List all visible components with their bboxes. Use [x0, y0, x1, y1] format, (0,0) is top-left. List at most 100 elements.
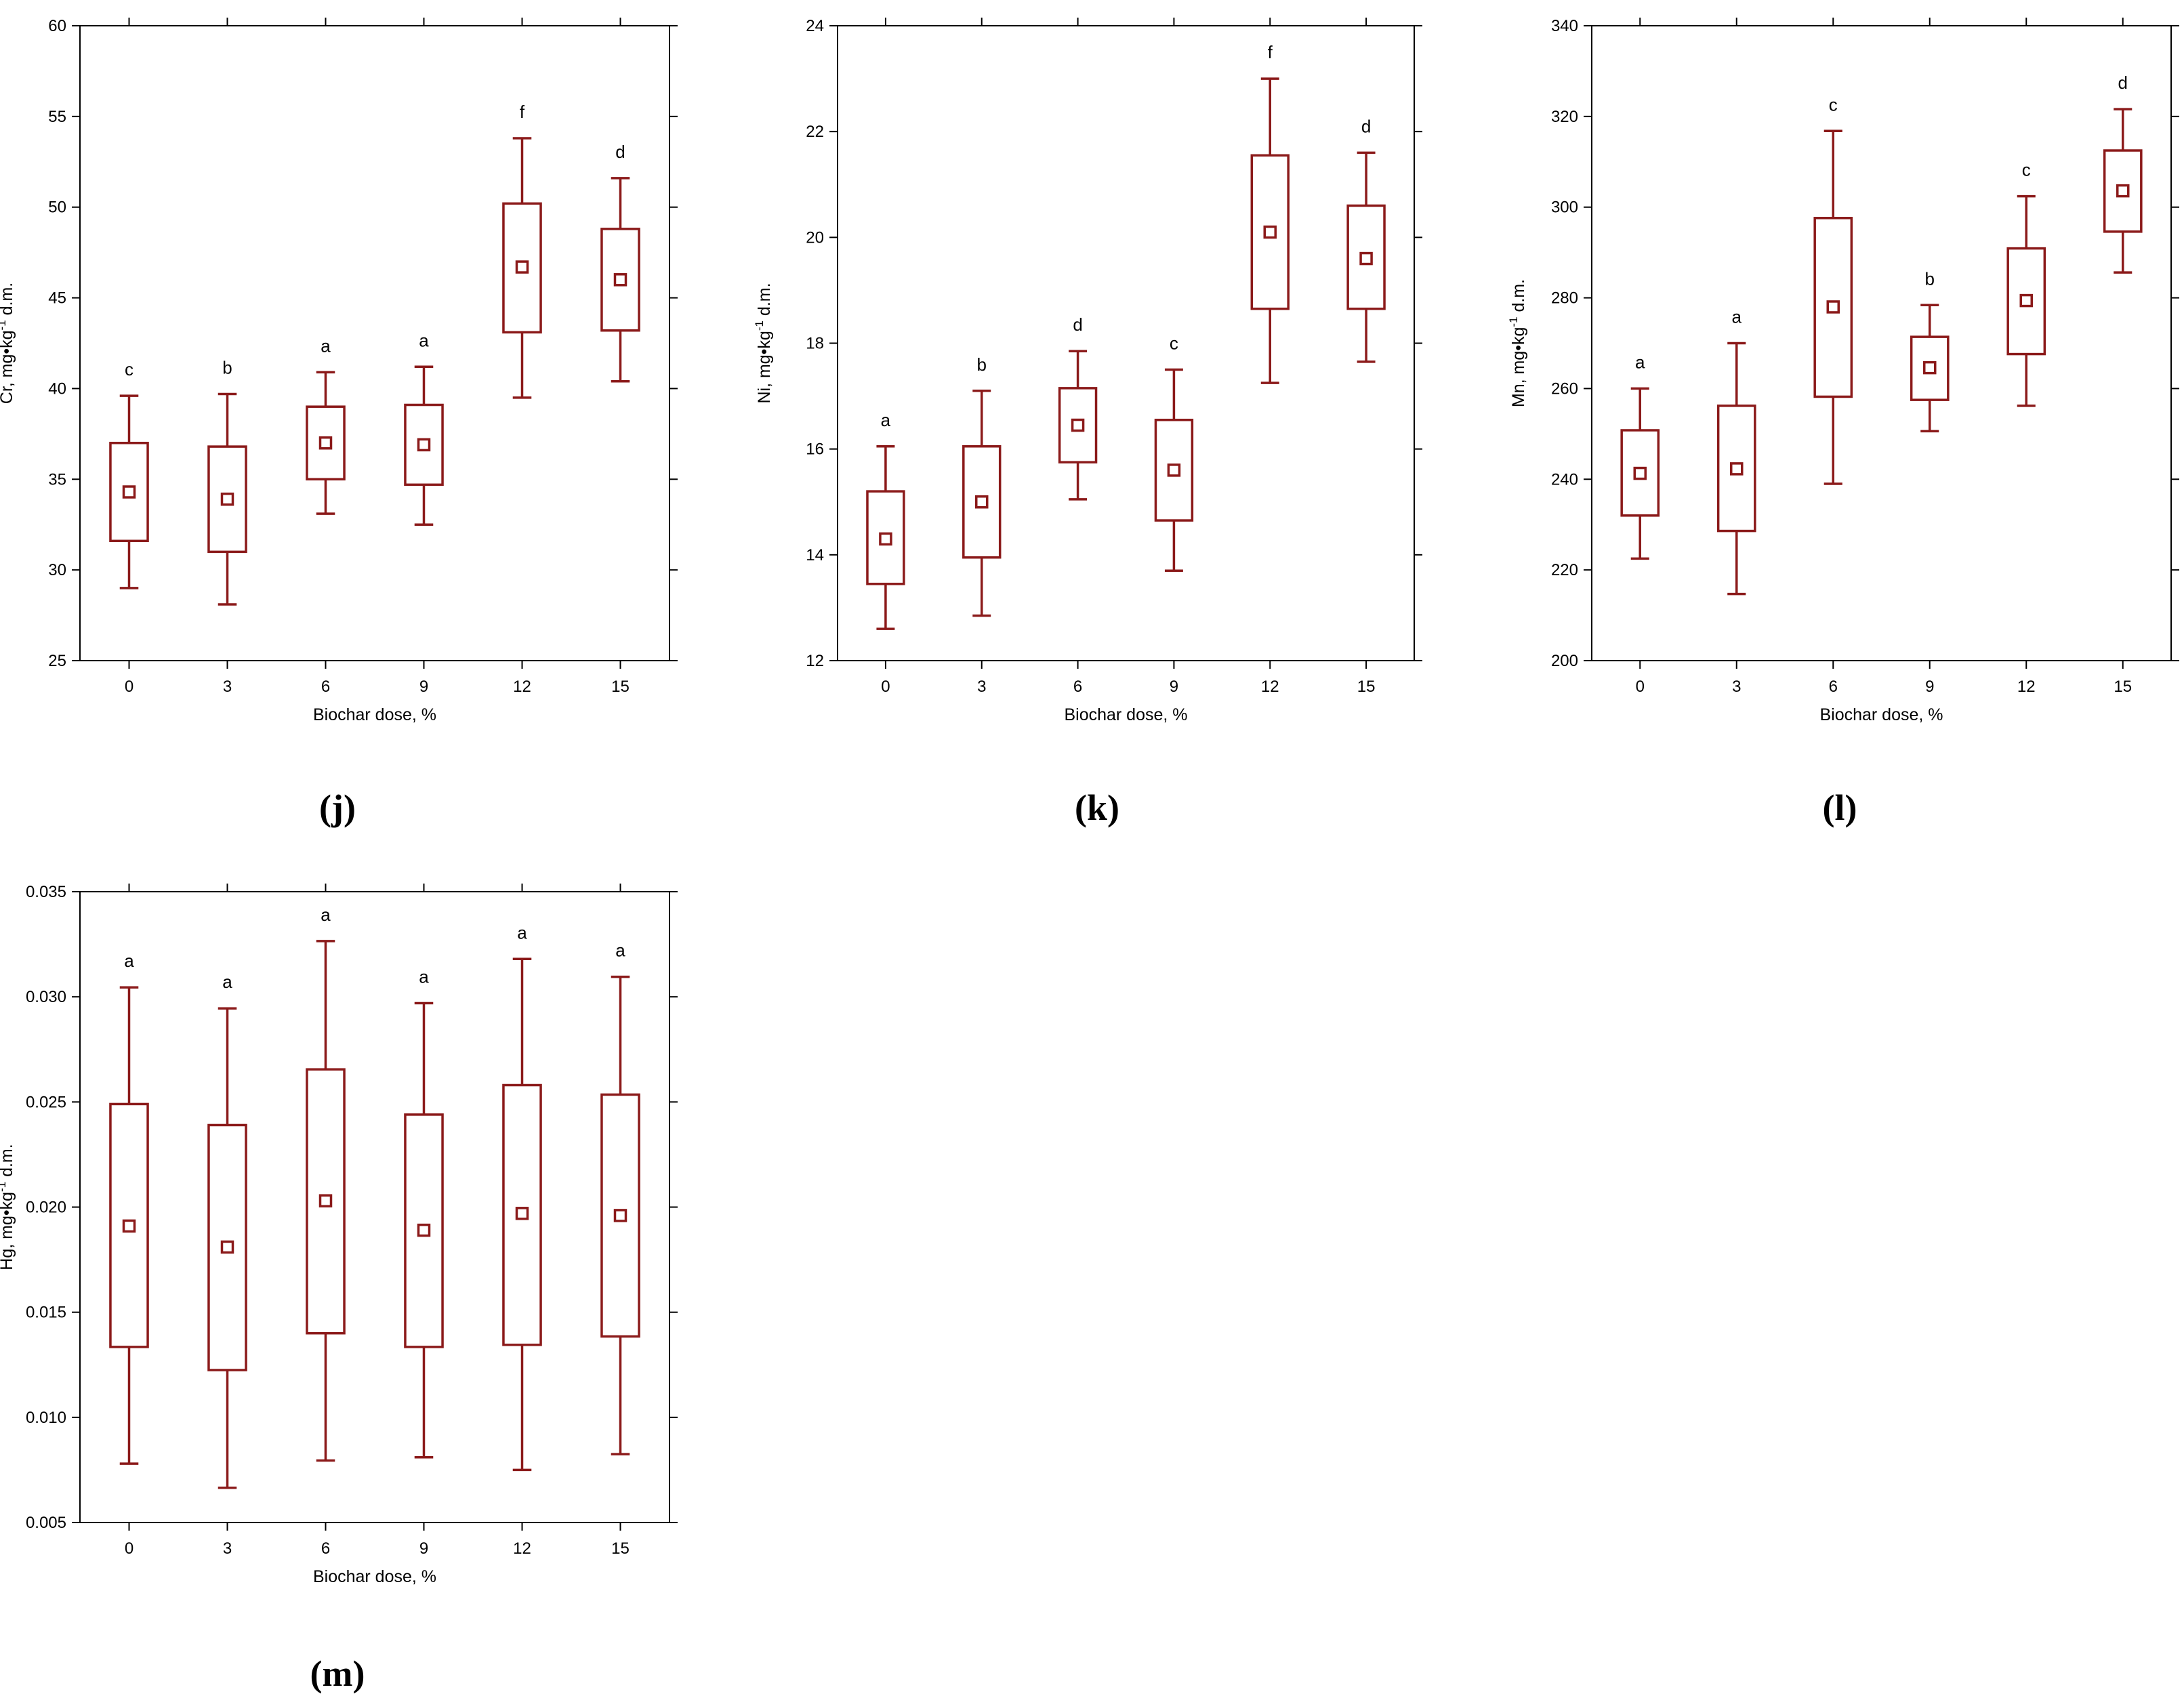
- y-tick-label: 0.035: [26, 883, 66, 901]
- significance-letter: c: [1170, 333, 1178, 354]
- mean-marker: [220, 492, 234, 506]
- box-12: f: [1250, 42, 1290, 384]
- mean-marker: [1263, 225, 1277, 239]
- x-tick-label: 3: [223, 678, 232, 696]
- box-rect: [404, 403, 444, 486]
- mean-marker: [1167, 463, 1181, 477]
- mean-marker: [1923, 360, 1937, 375]
- mean-marker: [1730, 462, 1744, 476]
- box-rect: [600, 1093, 640, 1338]
- panel-label: (l): [1823, 787, 1857, 828]
- box-0: a: [1620, 352, 1660, 560]
- box-rect: [207, 1123, 247, 1371]
- y-tick-label: 280: [1551, 289, 1578, 308]
- chart-panel-k: 12 14 16 18 20 22 24 0 3 6 9 12 15 Biochar dose, % Ni,…: [753, 17, 1422, 828]
- box-rect: [1250, 154, 1290, 310]
- x-tick-label: 3: [977, 678, 986, 696]
- box-rect: [2006, 247, 2046, 356]
- box-12: c: [2006, 160, 2046, 407]
- significance-letter: f: [1268, 42, 1273, 62]
- y-tick-label: 50: [48, 199, 66, 217]
- box-rect: [1620, 429, 1660, 517]
- y-tick-label: 25: [48, 652, 66, 670]
- x-tick-label: 9: [1170, 678, 1178, 696]
- box-0: a: [866, 410, 905, 630]
- box-0: a: [109, 951, 149, 1465]
- x-axis-title: Biochar dose, %: [1819, 705, 1943, 724]
- x-axis-title: Biochar dose, %: [1064, 705, 1187, 724]
- y-tick-label: 300: [1551, 199, 1578, 217]
- y-tick-label: 320: [1551, 108, 1578, 126]
- y-axis-title: Ni, mg•kg-1 d.m.: [753, 283, 774, 403]
- box-rect: [109, 441, 149, 543]
- mean-marker: [1633, 466, 1647, 480]
- box-rect: [1058, 387, 1098, 463]
- y-tick-label: 0.025: [26, 1093, 66, 1111]
- y-axis-title: Mn, mg•kg-1 d.m.: [1507, 279, 1528, 407]
- x-tick-label: 12: [513, 678, 531, 696]
- significance-letter: a: [1635, 352, 1645, 372]
- box-3: b: [207, 357, 247, 606]
- significance-letter: a: [517, 922, 527, 943]
- significance-letter: d: [615, 142, 625, 162]
- box-6: d: [1058, 314, 1098, 501]
- y-tick-label: 18: [806, 335, 824, 353]
- x-tick-label: 9: [419, 1539, 428, 1558]
- x-axis-title: Biochar dose, %: [313, 1567, 436, 1586]
- panel-label: (j): [319, 787, 356, 828]
- box-15: d: [1346, 116, 1386, 363]
- y-tick-label: 0.015: [26, 1304, 66, 1322]
- y-tick-label: 340: [1551, 17, 1578, 35]
- box-rect: [1910, 335, 1950, 401]
- box-rect: [207, 445, 247, 554]
- y-tick-label: 14: [806, 546, 824, 564]
- x-tick-label: 3: [1732, 678, 1741, 696]
- y-tick-label: 40: [48, 379, 66, 398]
- y-tick-label: 30: [48, 561, 66, 579]
- box-6: a: [306, 905, 346, 1462]
- plot-frame: [79, 891, 670, 1523]
- x-tick-label: 6: [321, 1539, 330, 1558]
- box-3: a: [1716, 307, 1756, 596]
- significance-letter: a: [1732, 307, 1742, 327]
- y-tick-label: 12: [806, 652, 824, 670]
- x-tick-label: 15: [611, 1539, 630, 1558]
- mean-marker: [2116, 184, 2130, 198]
- box-0: c: [109, 359, 149, 589]
- significance-letter: a: [615, 940, 625, 961]
- x-tick-label: 3: [223, 1539, 232, 1558]
- box-rect: [600, 228, 640, 332]
- y-tick-label: 22: [806, 123, 824, 141]
- plot-frame: [837, 25, 1415, 661]
- box-15: d: [2103, 73, 2143, 274]
- significance-letter: a: [222, 972, 232, 992]
- mean-marker: [318, 436, 333, 450]
- y-tick-label: 20: [806, 228, 824, 247]
- x-tick-label: 0: [881, 678, 890, 696]
- mean-marker: [879, 532, 892, 546]
- y-tick-label: 35: [48, 470, 66, 489]
- x-tick-label: 12: [1261, 678, 1279, 696]
- mean-marker: [515, 1207, 529, 1220]
- x-tick-label: 15: [2114, 678, 2132, 696]
- chart-panel-m: 0.005 0.010 0.015 0.020 0.025 0.030 0.035 0 3 6 9 1…: [0, 883, 678, 1694]
- mean-marker: [417, 1223, 431, 1237]
- box-15: d: [600, 142, 640, 383]
- significance-letter: f: [520, 102, 525, 122]
- box-rect: [502, 1083, 542, 1346]
- box-rect: [1716, 405, 1756, 533]
- significance-letter: a: [419, 966, 429, 987]
- y-tick-label: 55: [48, 108, 66, 126]
- y-tick-label: 0.005: [26, 1514, 66, 1532]
- box-rect: [109, 1102, 149, 1348]
- box-rect: [404, 1113, 444, 1348]
- y-tick-label: 16: [806, 440, 824, 459]
- significance-letter: b: [1925, 268, 1935, 289]
- significance-letter: a: [321, 905, 331, 925]
- x-tick-label: 12: [2017, 678, 2036, 696]
- significance-letter: b: [222, 357, 232, 377]
- box-12: f: [502, 102, 542, 399]
- significance-letter: c: [125, 359, 133, 379]
